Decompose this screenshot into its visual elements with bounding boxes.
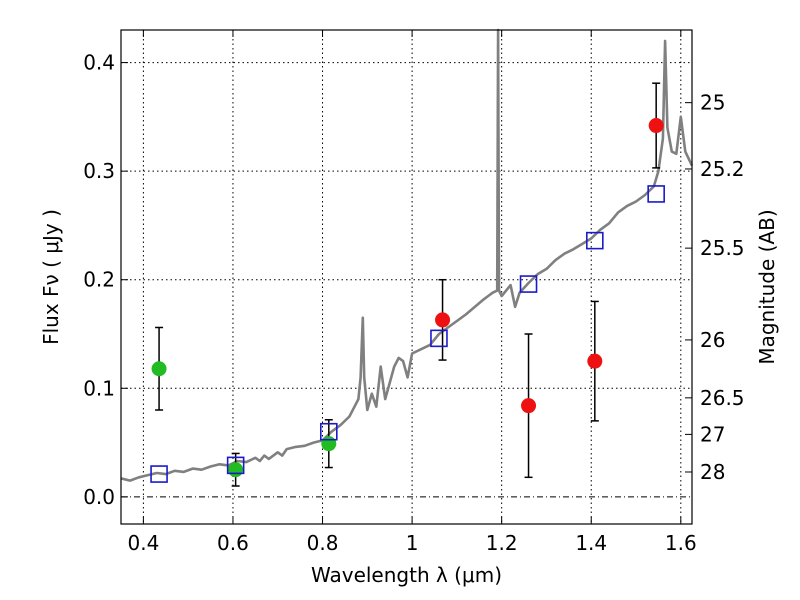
model-photometry-point	[226, 456, 245, 475]
spectrum-layer	[120, 28, 694, 482]
y2-tick-label: 25.2	[700, 157, 745, 181]
y-tick-label: 0.3	[83, 159, 115, 183]
observed-point	[151, 361, 167, 377]
model-photometry-point	[319, 422, 338, 441]
y2-axis-ticks: 25 25.2 25.5 26 26.5 27 28	[685, 91, 745, 484]
model-spectrum-line	[120, 28, 694, 482]
y2-tick-label: 28	[700, 460, 725, 484]
y2-tick-label: 25	[700, 91, 725, 115]
model-photometry-point	[647, 185, 665, 203]
grid	[121, 30, 692, 524]
observed-point	[321, 436, 337, 452]
y-axis-ticks: 0.0 0.1 0.2 0.3 0.4	[83, 51, 128, 509]
y-tick-label: 0.2	[83, 268, 115, 292]
observed-point	[587, 353, 603, 369]
y2-tick-label: 27	[700, 422, 725, 446]
model-photometry-point	[430, 329, 448, 348]
x-tick-label: 1	[406, 531, 419, 555]
y-axis-label: Flux Fν ( μJy )	[39, 209, 63, 345]
y2-tick-label: 26	[700, 328, 725, 352]
model-photometry-point	[150, 465, 168, 483]
marker-layer	[150, 118, 665, 483]
errorbar-layer	[155, 82, 661, 487]
y-tick-label: 0.1	[83, 376, 115, 400]
model-photometry-point	[519, 275, 538, 293]
y2-axis-label: Magnitude (AB)	[755, 209, 779, 364]
x-axis-ticks: 0.4 0.6 0.8 1 1.2 1.4 1.6	[127, 30, 697, 555]
y-tick-label: 0.0	[83, 485, 115, 509]
x-tick-label: 1.4	[575, 531, 607, 555]
x-tick-label: 0.6	[217, 531, 249, 555]
y2-tick-label: 26.5	[700, 386, 745, 410]
x-tick-label: 1.2	[486, 531, 518, 555]
observed-point	[435, 312, 451, 328]
x-tick-label: 0.4	[127, 531, 159, 555]
x-tick-label: 1.6	[665, 531, 697, 555]
x-axis-label: Wavelength λ (μm)	[311, 563, 502, 587]
observed-point	[648, 118, 664, 134]
observed-point	[521, 398, 537, 414]
y2-tick-label: 25.5	[700, 236, 745, 260]
model-photometry-point	[586, 231, 604, 250]
plot-area-frame	[120, 29, 693, 525]
observed-point	[228, 462, 244, 478]
x-tick-label: 0.8	[307, 531, 339, 555]
y-tick-label: 0.4	[83, 51, 115, 75]
